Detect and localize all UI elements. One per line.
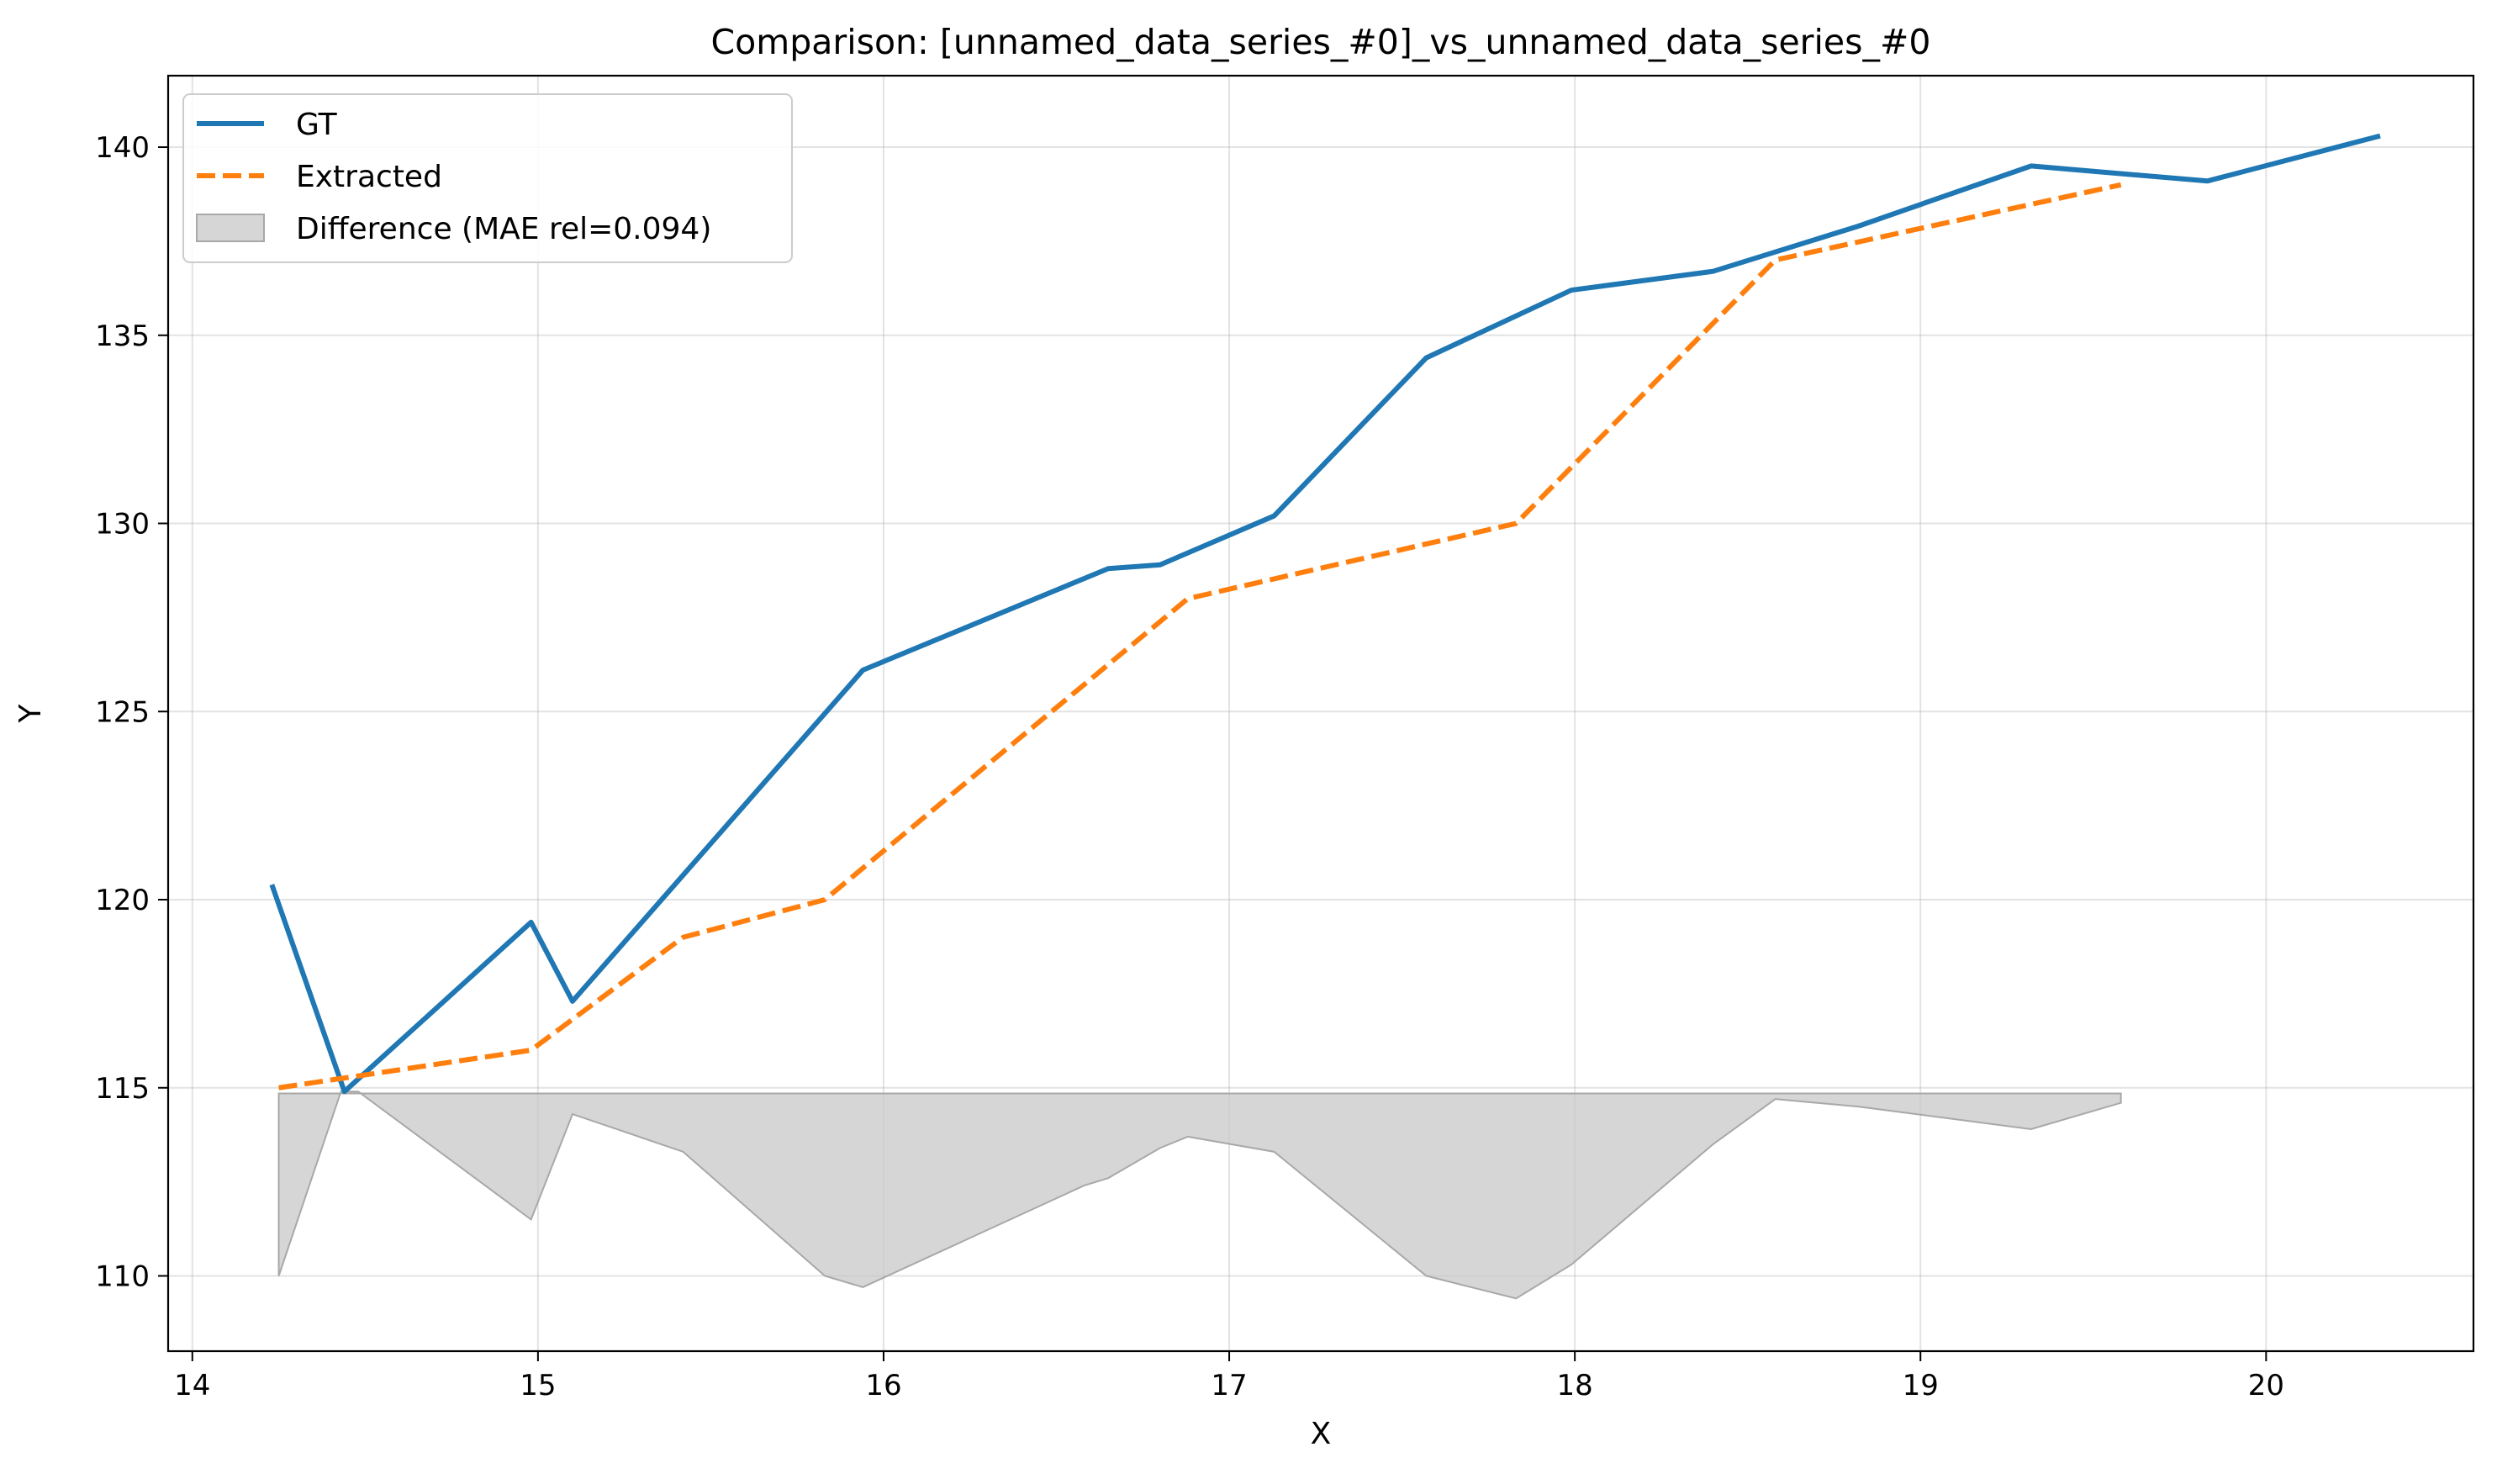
plot-frame — [166, 74, 2475, 1353]
y-tick-label: 120 — [95, 884, 150, 917]
x-tick-label: 16 — [865, 1369, 901, 1402]
chart-title: Comparison: [unnamed_data_series_#0]_vs_… — [711, 22, 1931, 62]
legend-label: Extracted — [296, 160, 442, 194]
x-tick-label: 17 — [1211, 1369, 1247, 1402]
x-axis-title: X — [1311, 1417, 1332, 1451]
x-tick-label: 14 — [174, 1369, 210, 1402]
extracted-series-line — [278, 182, 2122, 1091]
x-tick-label: 20 — [2248, 1369, 2284, 1402]
y-tick-label: 110 — [95, 1260, 150, 1294]
difference-area — [277, 1091, 2122, 1300]
legend-swatch-difference — [196, 214, 265, 242]
legend-box — [182, 93, 793, 263]
x-tick-label: 19 — [1903, 1369, 1939, 1402]
legend: GT Extracted Difference (MAE rel=0.094) — [182, 93, 793, 263]
x-tick-label: 18 — [1557, 1369, 1593, 1402]
legend-label: Difference (MAE rel=0.094) — [296, 212, 711, 246]
y-tick-label: 125 — [95, 695, 150, 729]
grid — [168, 76, 2473, 1351]
difference-fill-layer — [277, 1091, 2122, 1300]
y-tick-label: 135 — [95, 320, 150, 353]
x-tick-label: 15 — [520, 1369, 556, 1402]
y-axis-title: Y — [13, 704, 48, 724]
legend-label: GT — [296, 108, 338, 142]
axis-ticks: 14 15 16 17 18 19 20 110 115 120 125 130 135 140 — [95, 131, 2284, 1402]
series-lines-layer — [269, 133, 2381, 1095]
y-tick-label: 115 — [95, 1072, 150, 1106]
gt-series-line — [269, 133, 2381, 1095]
y-tick-label: 140 — [95, 131, 150, 165]
y-tick-label: 130 — [95, 508, 150, 541]
